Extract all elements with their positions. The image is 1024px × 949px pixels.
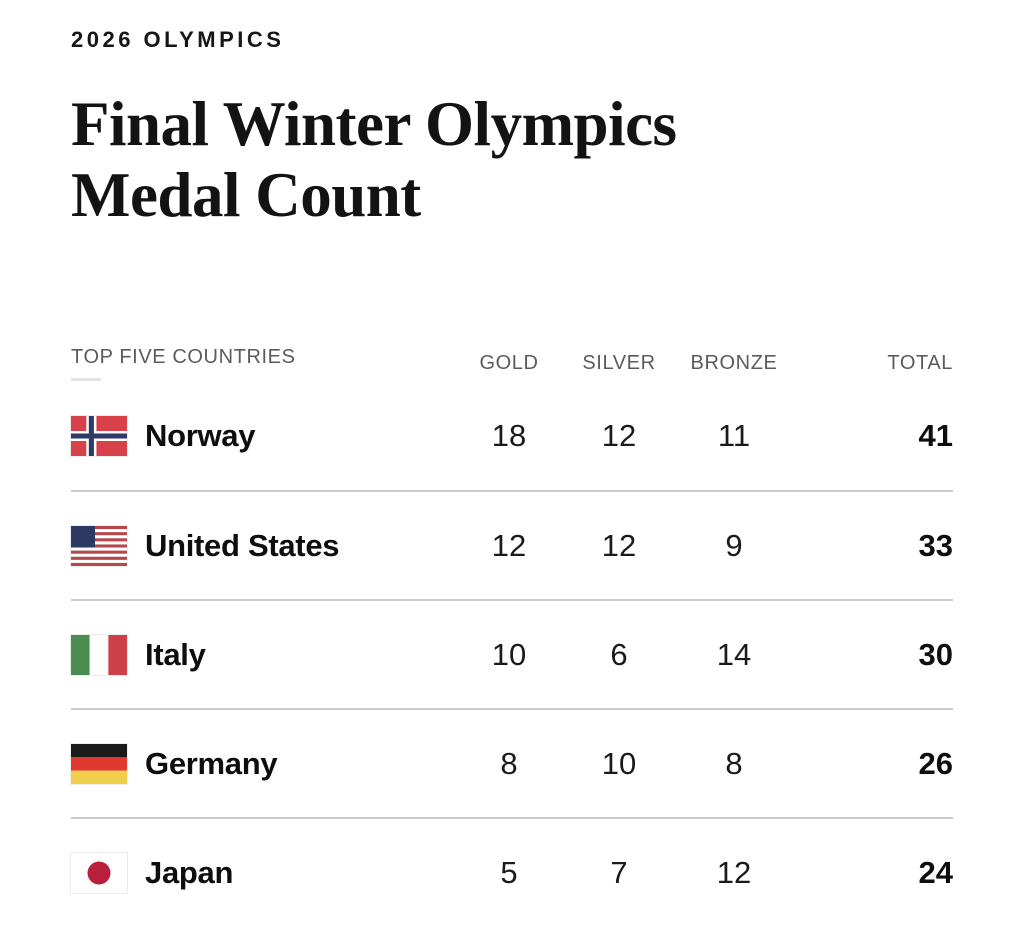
total-count: 26 — [918, 745, 953, 781]
gold-count: 10 — [491, 636, 527, 672]
total-count: 30 — [918, 636, 953, 672]
gold-count: 12 — [491, 527, 527, 563]
total-count: 41 — [918, 417, 953, 453]
gold-count: 18 — [491, 417, 527, 453]
total-count: 24 — [918, 854, 953, 890]
column-header-silver: SILVER — [582, 352, 656, 375]
medal-table: TOP FIVE COUNTRIES GOLD SILVER BRONZE TO… — [70, 293, 953, 926]
flag-united-states-icon — [70, 524, 128, 567]
column-header-gold: GOLD — [479, 352, 539, 375]
silver-count: 10 — [601, 745, 637, 781]
column-header-bronze: BRONZE — [690, 352, 778, 375]
table-row: Norway 18 12 11 41 — [70, 381, 953, 490]
page-title: Final Winter Olympics Medal Count — [71, 89, 677, 231]
gold-count: 5 — [500, 854, 518, 890]
page: 2026 OLYMPICS Final Winter Olympics Meda… — [70, 27, 953, 926]
country-name: Italy — [145, 636, 206, 672]
table-header: TOP FIVE COUNTRIES GOLD SILVER BRONZE TO… — [71, 346, 953, 382]
silver-count: 6 — [610, 636, 628, 672]
bronze-count: 12 — [716, 854, 752, 890]
country-name: Norway — [145, 417, 256, 453]
column-header-total: TOTAL — [887, 352, 953, 375]
kicker: 2026 OLYMPICS — [71, 27, 285, 52]
flag-japan-icon — [70, 851, 128, 894]
header-dash — [71, 378, 101, 382]
medal-legend — [71, 293, 953, 333]
country-name: United States — [145, 527, 340, 563]
flag-italy-icon — [70, 633, 128, 676]
table-row: Germany 8 10 8 26 — [70, 708, 953, 817]
silver-count: 12 — [601, 417, 637, 453]
bronze-count: 14 — [716, 636, 752, 672]
country-name: Japan — [145, 854, 234, 890]
table-row: Italy 10 6 14 30 — [70, 599, 953, 708]
total-count: 33 — [918, 527, 953, 563]
table-row: United States 12 12 9 33 — [70, 490, 953, 599]
flag-norway-icon — [70, 414, 128, 457]
silver-count: 12 — [601, 527, 637, 563]
table-row: Japan 5 7 12 24 — [70, 817, 953, 926]
gold-count: 8 — [500, 745, 518, 781]
flag-germany-icon — [70, 742, 128, 785]
bronze-count: 11 — [717, 417, 751, 453]
silver-count: 7 — [610, 854, 628, 890]
column-header-countries: TOP FIVE COUNTRIES — [71, 346, 296, 369]
bronze-count: 8 — [725, 745, 743, 781]
country-name: Germany — [145, 745, 278, 781]
bronze-count: 9 — [725, 527, 743, 563]
